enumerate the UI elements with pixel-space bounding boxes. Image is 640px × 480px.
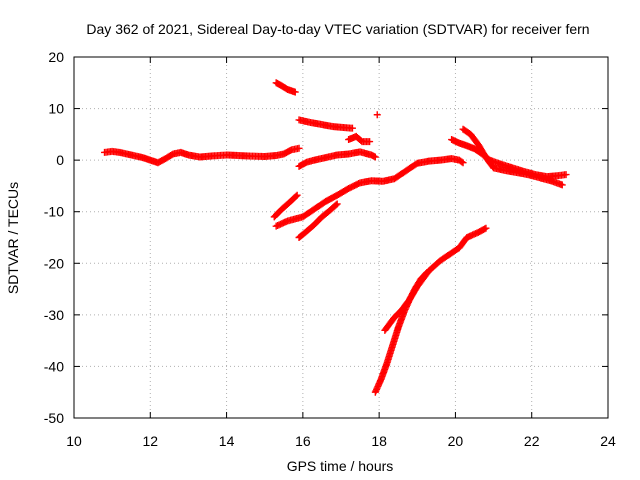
y-tick-label: -10 [44, 204, 64, 220]
chart-title: Day 362 of 2021, Sidereal Day-to-day VTE… [86, 21, 589, 37]
series-arc-steep-from-minus-15 [295, 200, 341, 241]
data-point-marker [562, 171, 570, 179]
data-point-marker [333, 200, 341, 208]
data-point-marker [295, 144, 303, 152]
x-axis-ticks: 10 12 14 16 18 20 22 24 [66, 57, 616, 449]
plot-frame [73, 56, 609, 419]
y-axis-ticks: -50 -40 -30 -20 -10 0 10 20 [44, 49, 608, 426]
x-tick-label: 18 [371, 433, 387, 449]
y-tick-label: -40 [44, 358, 64, 374]
data-point-marker [373, 111, 381, 119]
data-point-marker [366, 138, 374, 146]
data-point-marker [482, 224, 490, 232]
x-tick-label: 10 [66, 433, 82, 449]
data-point-marker [423, 269, 431, 277]
series-arc-short-3-to-5 [345, 132, 374, 146]
x-axis-label: GPS time / hours [287, 458, 394, 474]
x-tick-label: 22 [524, 433, 540, 449]
y-tick-label: 0 [56, 152, 64, 168]
x-tick-label: 16 [295, 433, 311, 449]
series-arc-8-to-6 [295, 116, 356, 132]
series-arc-low-rising-1 [295, 148, 379, 170]
series-isolated-point-9 [373, 111, 381, 119]
series-arc-near-15-decreasing [272, 79, 299, 96]
data-point-marker [292, 192, 300, 200]
x-tick-label: 14 [219, 433, 235, 449]
series-arc-steep-minus-45-rising [371, 269, 431, 396]
data-point-marker [332, 201, 340, 209]
x-tick-label: 12 [142, 433, 158, 449]
series-arc-steep-minus-33-to-minus-13 [381, 224, 490, 334]
y-axis-label: SDTVAR / TECUs [5, 182, 21, 294]
data-point-marker [458, 158, 466, 166]
y-tick-label: -30 [44, 307, 64, 323]
series-arc-from-minus-11-rising [270, 191, 301, 221]
data-point-marker [371, 153, 379, 161]
data-points [101, 79, 570, 396]
data-point-marker [459, 159, 467, 167]
x-tick-label: 24 [600, 433, 616, 449]
grid [74, 57, 608, 418]
series-arc-main-rising [272, 155, 467, 230]
data-point-marker [348, 124, 356, 132]
series-arc-right-upper [459, 125, 566, 189]
y-tick-label: -20 [44, 255, 64, 271]
data-point-marker [293, 191, 301, 199]
y-tick-label: 20 [48, 49, 64, 65]
data-point-marker [422, 270, 430, 278]
x-tick-label: 20 [448, 433, 464, 449]
data-point-marker [558, 181, 566, 189]
y-tick-label: 10 [48, 101, 64, 117]
y-tick-label: -50 [44, 410, 64, 426]
data-point-marker [291, 88, 299, 96]
series-arc-long-near-zero [101, 144, 303, 167]
